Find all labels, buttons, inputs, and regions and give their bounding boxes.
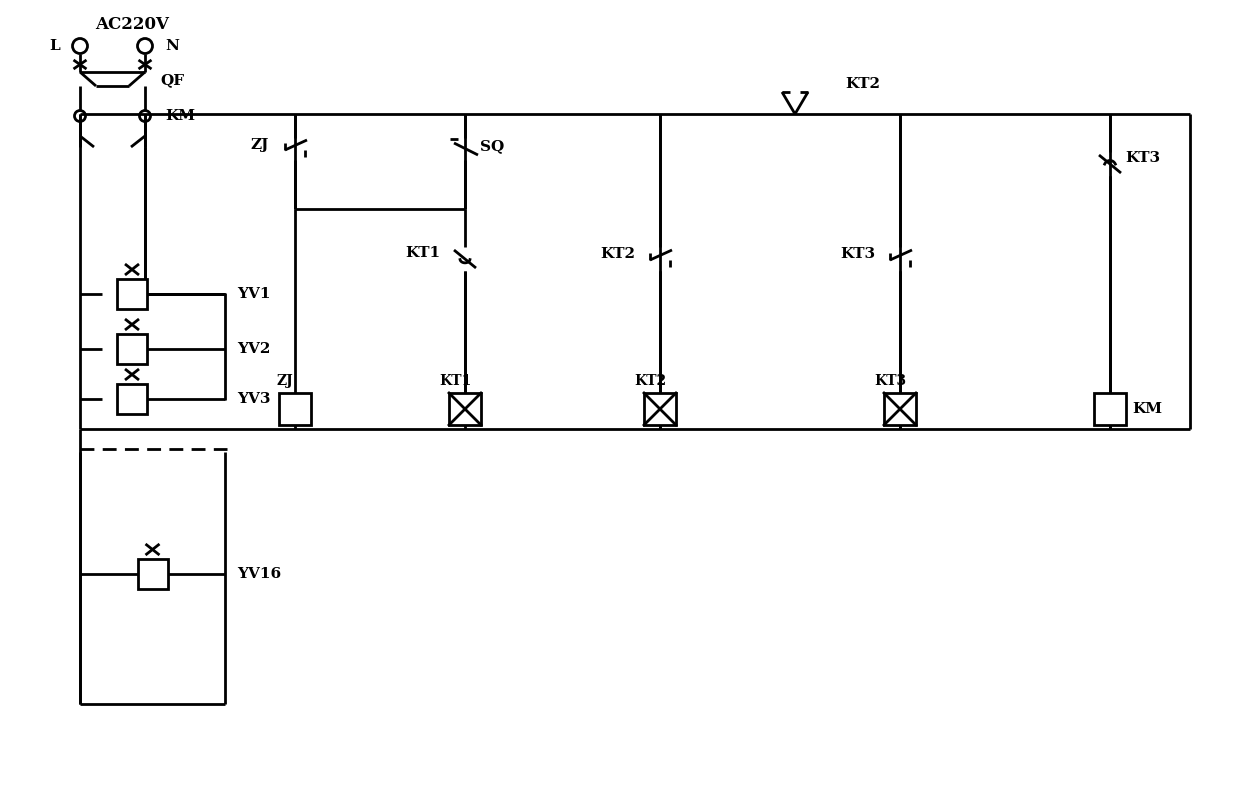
Text: SQ: SQ (480, 139, 505, 153)
Text: KT1: KT1 (405, 246, 440, 260)
Text: KT3: KT3 (839, 247, 875, 261)
Text: QF: QF (160, 73, 184, 87)
Bar (449, 393, 481, 425)
Text: ZJ: ZJ (277, 374, 294, 388)
Bar (117, 279, 148, 309)
Text: KT2: KT2 (600, 247, 635, 261)
Text: KT1: KT1 (439, 374, 471, 388)
Text: YV2: YV2 (237, 342, 270, 356)
Bar (1094, 393, 1126, 425)
Bar (884, 393, 916, 425)
Text: KT3: KT3 (1125, 151, 1161, 165)
Bar (644, 393, 676, 425)
Text: KM: KM (165, 109, 195, 123)
Bar (279, 393, 311, 425)
Bar (117, 334, 148, 364)
Text: KT2: KT2 (634, 374, 666, 388)
Bar (117, 384, 148, 414)
Text: L: L (50, 39, 61, 53)
Text: ZJ: ZJ (250, 138, 268, 152)
Text: YV1: YV1 (237, 287, 270, 301)
Text: AC220V: AC220V (95, 16, 169, 33)
Text: KT2: KT2 (844, 77, 880, 91)
Text: YV3: YV3 (237, 392, 270, 406)
Text: KM: KM (1132, 402, 1162, 416)
Text: YV16: YV16 (237, 567, 281, 581)
Text: KT3: KT3 (874, 374, 906, 388)
Text: N: N (165, 39, 179, 53)
Bar (138, 559, 167, 589)
